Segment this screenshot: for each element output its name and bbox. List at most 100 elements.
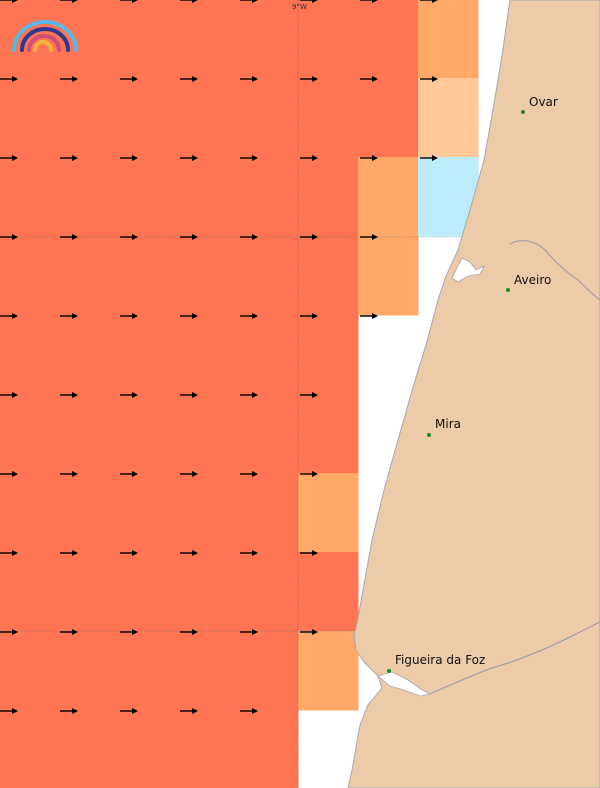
data-cell-high: [58, 0, 119, 79]
data-cell-high: [118, 710, 179, 788]
data-cell-high: [298, 157, 359, 237]
city-label: Mira: [435, 417, 461, 431]
data-cell-high: [238, 394, 299, 474]
wind-arrow-icon: [60, 313, 78, 319]
wind-arrow-icon: [240, 392, 258, 398]
data-cell-high: [178, 236, 239, 316]
wind-arrow-icon: [420, 155, 438, 161]
wind-arrow-icon: [120, 550, 138, 556]
data-cell-mid: [298, 473, 359, 553]
wind-arrow-icon: [180, 0, 198, 3]
wind-arrow-icon: [240, 234, 258, 240]
wind-arrow-icon: [120, 629, 138, 635]
city-mira[interactable]: Mira: [427, 417, 461, 437]
data-cell-high: [298, 236, 359, 316]
data-cell-high: [178, 394, 239, 474]
vouga-river: [509, 240, 600, 301]
data-cell-high: [118, 631, 179, 711]
wind-arrow-icon: [180, 76, 198, 82]
data-cell-high: [178, 315, 239, 395]
data-cell-high: [58, 473, 119, 553]
wind-arrows-layer: [0, 0, 438, 714]
wind-arrow-icon: [60, 392, 78, 398]
data-cell-high: [298, 0, 359, 79]
wind-arrow-icon: [240, 471, 258, 477]
meridian-label: 9°W: [292, 3, 307, 11]
data-cell-mid: [358, 236, 419, 316]
wind-arrow-icon: [240, 0, 258, 3]
data-cell-high: [0, 315, 59, 395]
wind-arrow-icon: [240, 629, 258, 635]
wind-arrow-icon: [180, 234, 198, 240]
city-dot: [427, 433, 431, 437]
data-cell-high: [178, 552, 239, 632]
city-aveiro[interactable]: Aveiro: [506, 273, 551, 292]
data-cell-high: [238, 473, 299, 553]
wind-arrow-icon: [0, 234, 18, 240]
data-cell-high: [238, 157, 299, 237]
city-dot: [521, 110, 525, 114]
wind-arrow-icon: [420, 76, 438, 82]
wind-arrow-icon: [60, 76, 78, 82]
land-layer: [347, 0, 600, 788]
data-cell-high: [178, 473, 239, 553]
wind-arrow-icon: [0, 76, 18, 82]
data-cell-high: [58, 315, 119, 395]
data-cell-high: [238, 236, 299, 316]
wind-arrow-icon: [120, 155, 138, 161]
wind-arrow-icon: [120, 0, 138, 3]
wind-arrow-icon: [180, 629, 198, 635]
city-figueira-da-foz[interactable]: Figueira da Foz: [387, 653, 485, 673]
city-ovar[interactable]: Ovar: [521, 95, 558, 114]
wind-arrow-icon: [0, 313, 18, 319]
wind-arrow-icon: [60, 708, 78, 714]
wind-arrow-icon: [180, 708, 198, 714]
wind-arrow-icon: [60, 471, 78, 477]
data-cell-high: [58, 394, 119, 474]
data-cell-high: [58, 631, 119, 711]
wind-arrow-icon: [120, 234, 138, 240]
data-cell-high: [58, 236, 119, 316]
data-cell-high: [0, 631, 59, 711]
data-cell-high: [118, 394, 179, 474]
wind-arrow-icon: [0, 550, 18, 556]
data-cell-high: [118, 552, 179, 632]
logo-arc-outer: [12, 20, 78, 52]
data-cell-high: [118, 0, 179, 79]
wind-arrow-icon: [120, 708, 138, 714]
wind-arrow-icon: [0, 629, 18, 635]
wind-arrow-icon: [60, 155, 78, 161]
wind-arrow-icon: [300, 471, 318, 477]
wind-arrow-icon: [0, 392, 18, 398]
wind-arrow-icon: [300, 550, 318, 556]
data-cell-high: [178, 157, 239, 237]
data-cell-high: [58, 157, 119, 237]
data-cell-mid: [358, 157, 419, 237]
data-cell-high: [298, 552, 359, 632]
logo-arc-inner: [27, 34, 61, 52]
wind-arrow-icon: [300, 76, 318, 82]
data-cell-high: [358, 78, 419, 158]
cities-layer: Ovar Aveiro Mira Figueira da Foz: [387, 95, 558, 673]
logo-arc-middle: [20, 27, 70, 52]
city-label: Figueira da Foz: [395, 653, 485, 667]
data-cell-high: [0, 78, 59, 158]
wind-arrow-icon: [360, 155, 378, 161]
data-cell-high: [118, 315, 179, 395]
rainbow-logo-icon: [12, 20, 78, 52]
data-cell-high: [238, 0, 299, 79]
city-label: Aveiro: [514, 273, 551, 287]
wind-arrow-icon: [240, 550, 258, 556]
wind-arrow-icon: [300, 234, 318, 240]
wind-arrow-icon: [180, 392, 198, 398]
wind-arrow-icon: [240, 155, 258, 161]
data-cell-high: [0, 236, 59, 316]
data-cell-high: [238, 552, 299, 632]
data-cell-high: [58, 78, 119, 158]
data-cell-high: [0, 710, 59, 788]
wind-arrow-icon: [0, 708, 18, 714]
wind-arrow-icon: [180, 155, 198, 161]
wind-arrow-icon: [300, 313, 318, 319]
